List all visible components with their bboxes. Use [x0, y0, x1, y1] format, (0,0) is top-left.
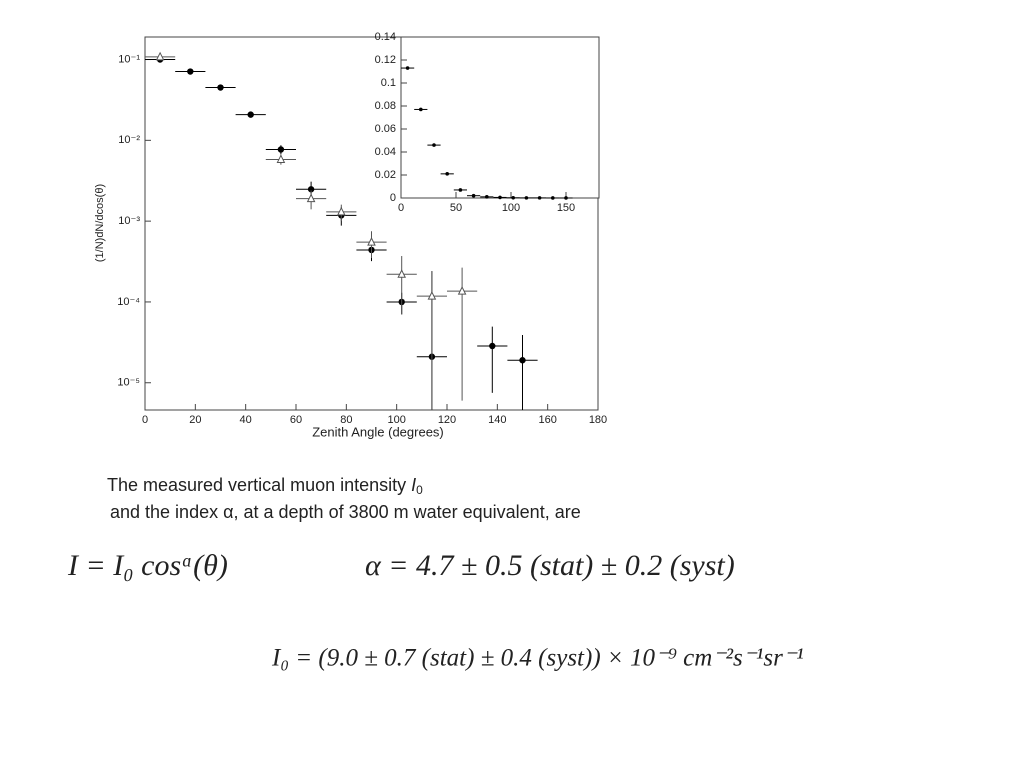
- y-tick-label: 10⁻⁴: [117, 296, 140, 308]
- point: [489, 342, 496, 350]
- y-tick-label: 0.04: [375, 146, 396, 158]
- point: [187, 68, 194, 75]
- x-tick-label: 20: [189, 414, 201, 426]
- point: [427, 291, 437, 300]
- point: [277, 146, 285, 153]
- y-tick-label: 10⁻⁵: [117, 377, 140, 389]
- point: [419, 107, 423, 112]
- point: [471, 193, 476, 198]
- y-tick-label: 0.14: [375, 31, 396, 43]
- y-axis-label: (1/N)dN/dcos(θ): [94, 184, 106, 262]
- x-tick-label: 180: [589, 414, 607, 426]
- y-tick-label: 0.02: [375, 169, 396, 181]
- x-tick-label: 140: [488, 414, 506, 426]
- y-tick-label: 10⁻²: [118, 134, 140, 146]
- x-tick-label: 100: [502, 202, 520, 214]
- y-tick-label: 10⁻³: [118, 215, 140, 227]
- x-tick-label: 50: [450, 202, 462, 214]
- equation: I₀ = (9.0 ± 0.7 (stat) ± 0.4 (syst)) × 1…: [271, 645, 804, 672]
- y-tick-label: 10⁻¹: [118, 53, 140, 65]
- x-tick-label: 80: [340, 414, 352, 426]
- point: [458, 188, 463, 192]
- point: [276, 154, 286, 163]
- point: [445, 172, 450, 176]
- y-tick-label: 0.12: [375, 54, 396, 66]
- point: [519, 357, 526, 364]
- x-tick-label: 150: [557, 202, 575, 214]
- point: [306, 193, 316, 203]
- y-tick-label: 0.1: [381, 77, 396, 89]
- y-tick-label: 0.06: [375, 123, 396, 135]
- point: [457, 286, 467, 295]
- point: [217, 84, 224, 91]
- x-tick-label: 60: [290, 414, 302, 426]
- equation: α = 4.7 ± 0.5 (stat) ± 0.2 (syst): [365, 549, 735, 582]
- caption-symbol: I: [411, 475, 416, 495]
- point: [405, 66, 410, 70]
- x-tick-label: 160: [538, 414, 556, 426]
- caption-line: The measured vertical muon intensity I0: [107, 475, 423, 497]
- equation: I = I₀ cosᵅ(θ): [67, 549, 228, 582]
- y-tick-label: 0: [390, 192, 396, 204]
- point: [397, 269, 407, 278]
- caption-subscript: 0: [416, 483, 423, 497]
- point: [336, 206, 346, 216]
- x-tick-label: 0: [142, 414, 148, 426]
- caption-text: The measured vertical muon intensity: [107, 475, 406, 495]
- x-tick-label: 0: [398, 202, 404, 214]
- point: [432, 143, 436, 147]
- point: [498, 195, 502, 200]
- point: [511, 195, 515, 200]
- point: [247, 111, 254, 118]
- point: [485, 195, 489, 199]
- point: [551, 196, 555, 200]
- point: [524, 196, 529, 200]
- x-tick-label: 120: [438, 414, 456, 426]
- point: [155, 51, 165, 61]
- point: [537, 196, 542, 200]
- point: [367, 236, 376, 246]
- point: [564, 196, 568, 200]
- inset-frame: [400, 36, 600, 199]
- point: [307, 186, 315, 193]
- x-axis-label: Zenith Angle (degrees): [312, 424, 444, 439]
- y-tick-label: 0.08: [375, 100, 396, 112]
- x-tick-label: 100: [387, 414, 405, 426]
- x-tick-label: 40: [240, 414, 252, 426]
- caption-line: and the index α, at a depth of 3800 m wa…: [110, 502, 581, 522]
